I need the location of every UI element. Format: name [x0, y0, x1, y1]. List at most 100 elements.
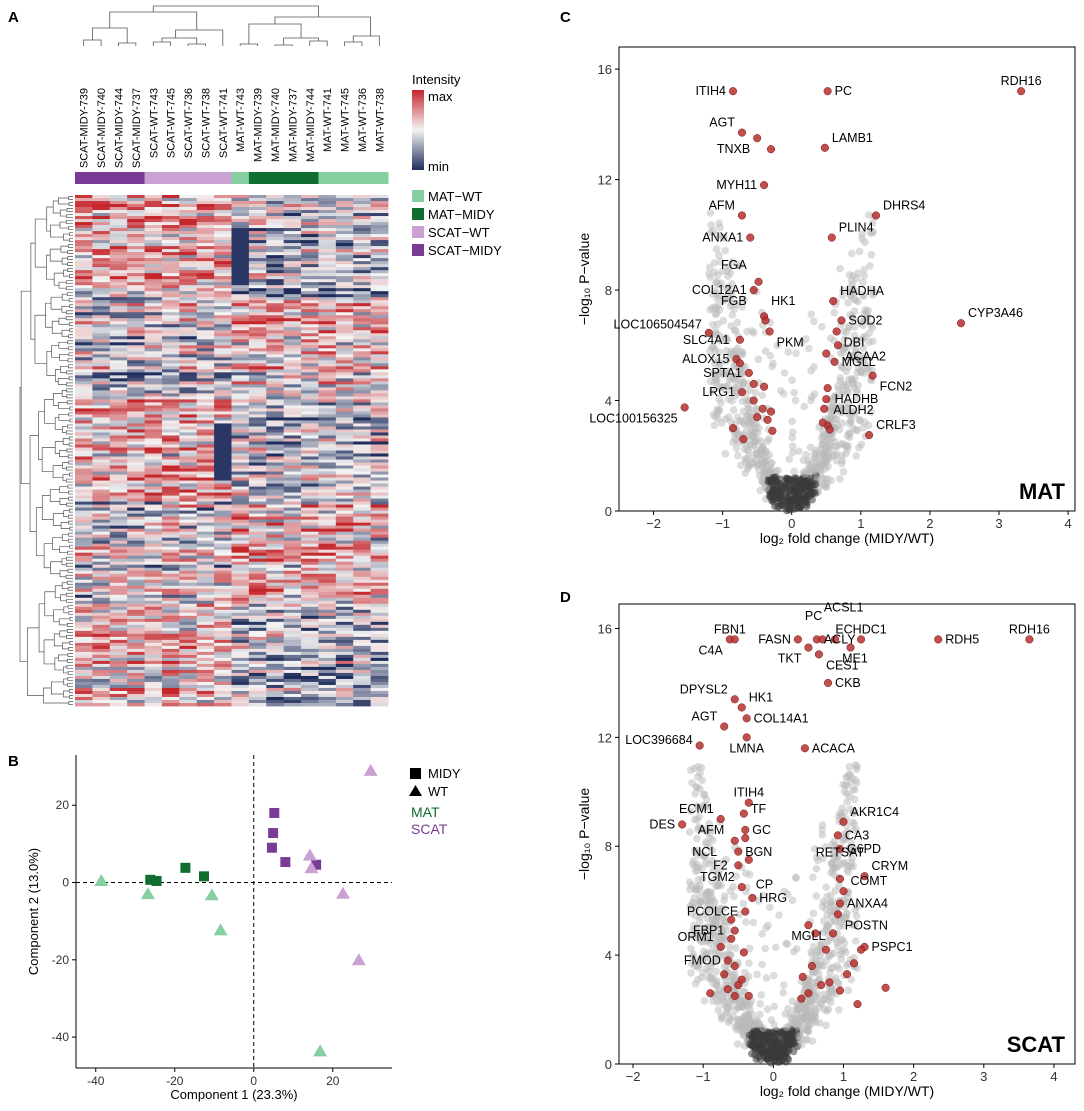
heat-cell — [127, 489, 145, 493]
group-cell — [335, 172, 354, 184]
heat-cell — [75, 276, 93, 280]
heat-cell — [179, 357, 198, 361]
heat-cell — [196, 612, 215, 617]
heat-cell — [318, 213, 337, 217]
row-dendrogram-link — [65, 220, 73, 224]
heat-cell — [75, 219, 93, 223]
heat-cell — [248, 585, 267, 590]
heat-cell — [318, 621, 337, 626]
heat-cell — [127, 279, 145, 283]
heat-cell — [214, 645, 232, 650]
row-dendrogram-link — [67, 250, 73, 254]
heat-cell — [283, 306, 302, 310]
heat-cell — [353, 324, 372, 328]
heat-cell — [144, 216, 163, 220]
heat-cell — [92, 294, 111, 298]
heat-cell — [75, 297, 93, 301]
heat-cell — [353, 390, 372, 394]
heat-cell — [214, 408, 232, 412]
heat-cell — [161, 618, 180, 623]
heat-cell — [144, 282, 163, 286]
heat-cell — [248, 603, 267, 608]
heat-cell — [266, 426, 285, 430]
heat-cell — [214, 411, 232, 415]
heat-cell — [318, 600, 337, 605]
heat-cell — [214, 402, 232, 406]
heat-cell — [179, 291, 198, 295]
row-dendrogram-link — [69, 238, 73, 242]
nonsig-point — [758, 930, 766, 938]
heat-cell — [214, 330, 232, 334]
gene-label: MYH11 — [716, 178, 757, 192]
heat-cell — [109, 282, 128, 286]
row-dendrogram-link — [34, 314, 47, 364]
heat-cell — [144, 642, 163, 647]
heat-cell — [248, 702, 267, 707]
heat-cell — [248, 228, 267, 232]
legend-square-icon — [410, 768, 421, 779]
row-dendrogram-link — [68, 460, 73, 465]
heat-cell — [266, 402, 285, 406]
heat-cell — [161, 318, 180, 322]
nonsig-point — [860, 355, 868, 363]
heat-cell — [301, 372, 319, 376]
pca-point-square — [268, 828, 279, 839]
heat-cell — [266, 198, 285, 202]
heat-cell — [109, 435, 128, 439]
heat-cell — [266, 543, 285, 548]
heat-cell — [231, 393, 250, 397]
heat-cell — [196, 372, 215, 376]
heat-cell — [127, 282, 145, 286]
heat-cell — [127, 573, 145, 578]
heat-cell — [231, 219, 250, 223]
heat-cell — [109, 690, 128, 695]
nonsig-point — [733, 318, 742, 327]
heat-cell — [196, 330, 215, 334]
heat-cell — [353, 225, 372, 229]
heat-cell — [301, 585, 319, 590]
heat-cell — [75, 381, 93, 385]
heat-cell — [266, 570, 285, 575]
heat-cell — [144, 312, 163, 316]
heat-cell — [283, 498, 302, 502]
heat-cell — [248, 699, 267, 704]
nonsig-point — [818, 821, 827, 829]
heat-cell — [196, 396, 215, 400]
heat-cell — [370, 333, 389, 337]
heat-cell — [318, 606, 337, 611]
heat-cell — [370, 330, 389, 334]
heat-cell — [196, 573, 215, 578]
heat-cell — [161, 411, 180, 415]
heat-cell — [335, 522, 354, 527]
row-dendrogram-link — [69, 232, 73, 236]
dendrogram-link — [109, 11, 198, 30]
heat-cell — [335, 462, 354, 466]
heat-cell — [283, 489, 302, 493]
heat-cell — [266, 540, 285, 545]
heat-cell — [75, 330, 93, 334]
heat-cell — [266, 459, 285, 463]
heat-cell — [214, 327, 232, 331]
heat-cell — [266, 435, 285, 439]
dendrogram-link — [83, 39, 102, 46]
nonsig-point — [795, 447, 803, 455]
heat-cell — [301, 597, 319, 602]
heat-cell — [248, 507, 267, 512]
heat-cell — [179, 639, 198, 644]
heat-cell — [75, 216, 93, 220]
heat-cell — [283, 636, 302, 641]
heat-cell — [161, 444, 180, 448]
heat-cell — [161, 216, 180, 220]
heat-cell — [266, 342, 285, 346]
heat-cell — [144, 459, 163, 463]
heat-cell — [196, 567, 215, 572]
heat-cell — [196, 549, 215, 554]
heat-cell — [161, 606, 180, 611]
heat-cell — [75, 519, 93, 524]
heat-cell — [144, 501, 163, 506]
nonsig-point — [835, 881, 843, 890]
heat-cell — [335, 582, 354, 587]
nonsig-point — [844, 410, 853, 418]
heat-cell — [75, 243, 93, 247]
gene-label: DBI — [844, 335, 865, 349]
